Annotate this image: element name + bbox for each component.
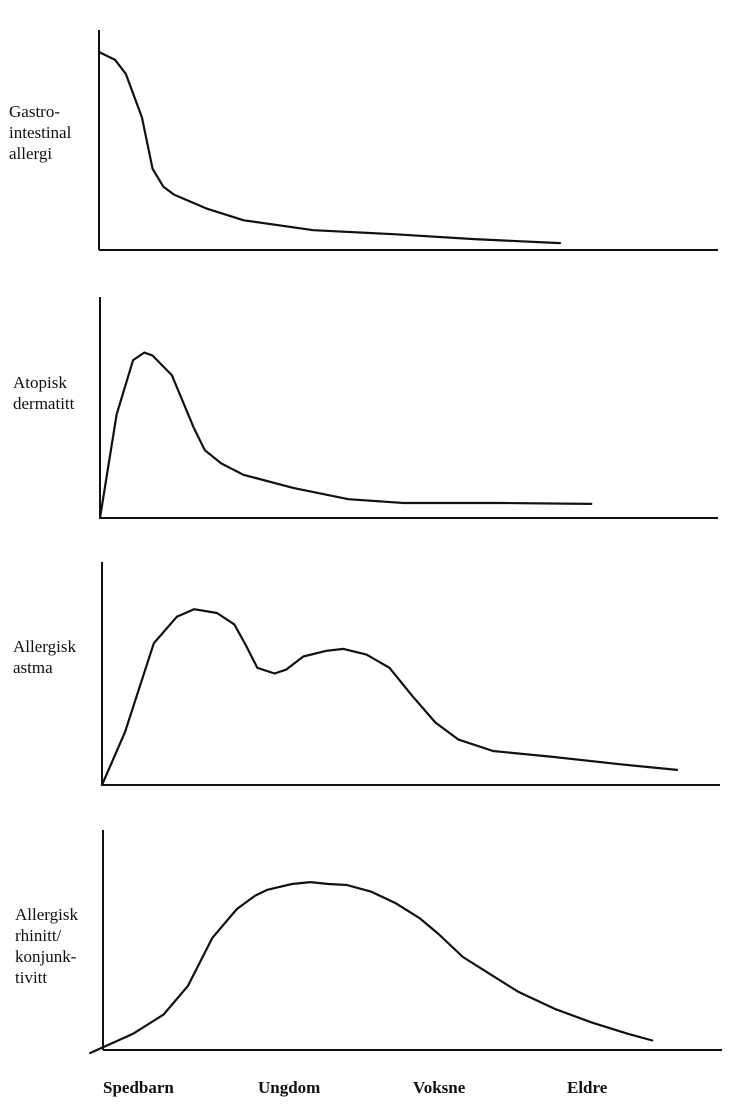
y-label-line: intestinal — [9, 123, 72, 142]
y-label-line: allergi — [9, 144, 53, 163]
x-tick-label: Ungdom — [258, 1078, 321, 1097]
series-line — [98, 351, 593, 520]
chart-panel — [97, 30, 718, 251]
x-tick-label: Spedbarn — [103, 1078, 174, 1097]
y-label-line: konjunk- — [15, 947, 77, 966]
series-line — [89, 880, 654, 1055]
chart-panel — [89, 830, 722, 1055]
y-label-line: rhinitt/ — [15, 926, 62, 945]
y-label-line: dermatitt — [13, 394, 75, 413]
y-label-line: Atopisk — [13, 373, 67, 392]
chart-panel — [98, 297, 718, 520]
y-label-line: astma — [13, 658, 53, 677]
y-label-allergisk-rhinitt-konjunktivitt: Allergisk rhinitt/ konjunk- tivitt — [15, 904, 78, 988]
series-line — [100, 608, 679, 787]
y-label-line: Allergisk — [15, 905, 78, 924]
x-tick-label: Voksne — [413, 1078, 466, 1097]
y-label-atopisk-dermatitt: Atopisk dermatitt — [13, 372, 74, 414]
series-line — [97, 50, 562, 245]
y-label-gastrointestinal-allergi: Gastro- intestinal allergi — [9, 101, 71, 164]
chart-panels — [89, 30, 722, 1055]
y-label-line: Gastro- — [9, 102, 60, 121]
x-tick-label: Eldre — [567, 1078, 608, 1097]
chart-panel — [100, 562, 720, 787]
y-label-allergisk-astma: Allergisk astma — [13, 636, 76, 678]
y-label-line: tivitt — [15, 968, 48, 987]
y-label-line: Allergisk — [13, 637, 76, 656]
